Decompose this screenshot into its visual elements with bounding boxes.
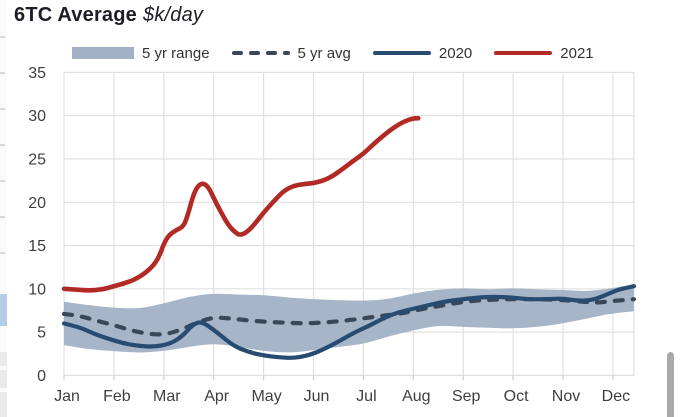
y-axis-tick-label: 5	[37, 325, 46, 342]
sliver-row-divider	[0, 108, 5, 110]
x-axis-month-label: Dec	[602, 388, 630, 405]
y-axis-tick-label: 20	[28, 195, 46, 212]
line-swatch-icon	[372, 50, 431, 56]
x-axis-month-label: Nov	[552, 388, 580, 405]
sliver-row-divider	[0, 36, 5, 38]
x-axis-month-label: Jul	[356, 388, 376, 405]
legend-item-5yr-avg: 5 yr avg	[231, 44, 351, 62]
sliver-row-divider	[0, 72, 5, 74]
x-axis-month-label: Jan	[54, 388, 80, 405]
legend-label: 2020	[438, 44, 473, 62]
x-axis-month-label: Mar	[153, 388, 181, 405]
line-swatch-icon	[494, 50, 553, 56]
sliver-block	[0, 370, 7, 388]
legend-item-5yr-range: 5 yr range	[72, 45, 210, 62]
y-axis-tick-label: 25	[28, 151, 46, 168]
y-axis-tick-label: 10	[28, 281, 46, 298]
dashed-line-swatch-icon	[231, 50, 290, 56]
sliver-row-divider	[0, 180, 5, 182]
x-axis-month-label: Feb	[103, 388, 131, 405]
legend-label: 2021	[560, 44, 594, 62]
x-axis-month-label: Jun	[304, 388, 330, 405]
sliver-selected-item	[0, 294, 7, 326]
legend-item-2021: 2021	[494, 44, 594, 62]
scrollbar-thumb[interactable]	[667, 352, 674, 417]
x-axis-month-label: Oct	[504, 388, 529, 405]
y-axis-tick-label: 15	[28, 238, 46, 255]
x-axis-month-label: Aug	[402, 388, 430, 405]
y-axis-tick-label: 35	[28, 65, 46, 82]
x-axis-month-label: May	[251, 388, 281, 405]
sliver-row-divider	[0, 144, 5, 146]
series-line-2020	[61, 284, 636, 360]
x-axis-month-label: Apr	[204, 388, 230, 405]
y-axis-tick-label: 0	[37, 368, 46, 385]
series-line-2021	[61, 116, 421, 293]
sliver-block	[0, 352, 7, 366]
x-axis-month-label: Sep	[452, 388, 481, 405]
chart-legend: 5 yr range 5 yr avg 2020 2021	[72, 42, 594, 64]
sliver-row-divider	[0, 252, 5, 254]
legend-item-2020: 2020	[372, 44, 473, 62]
chart-series	[61, 116, 636, 360]
background-window-sliver	[0, 0, 7, 417]
chart-title: 6TC Average $k/day	[14, 4, 203, 27]
y-axis-tick-label: 30	[28, 108, 46, 125]
legend-label: 5 yr avg	[297, 44, 351, 62]
axis-labels: 0 5 10 15 20 25 30 35 Jan Feb Mar Apr May Jun Jul Aug Se…	[28, 65, 630, 405]
legend-label: 5 yr range	[142, 44, 210, 62]
sliver-row-divider	[0, 216, 5, 218]
chart-title-text: 6TC Average	[14, 4, 137, 26]
band-swatch-icon	[72, 47, 134, 59]
sliver-block	[0, 392, 7, 417]
chart-title-units: $k/day	[143, 4, 204, 26]
